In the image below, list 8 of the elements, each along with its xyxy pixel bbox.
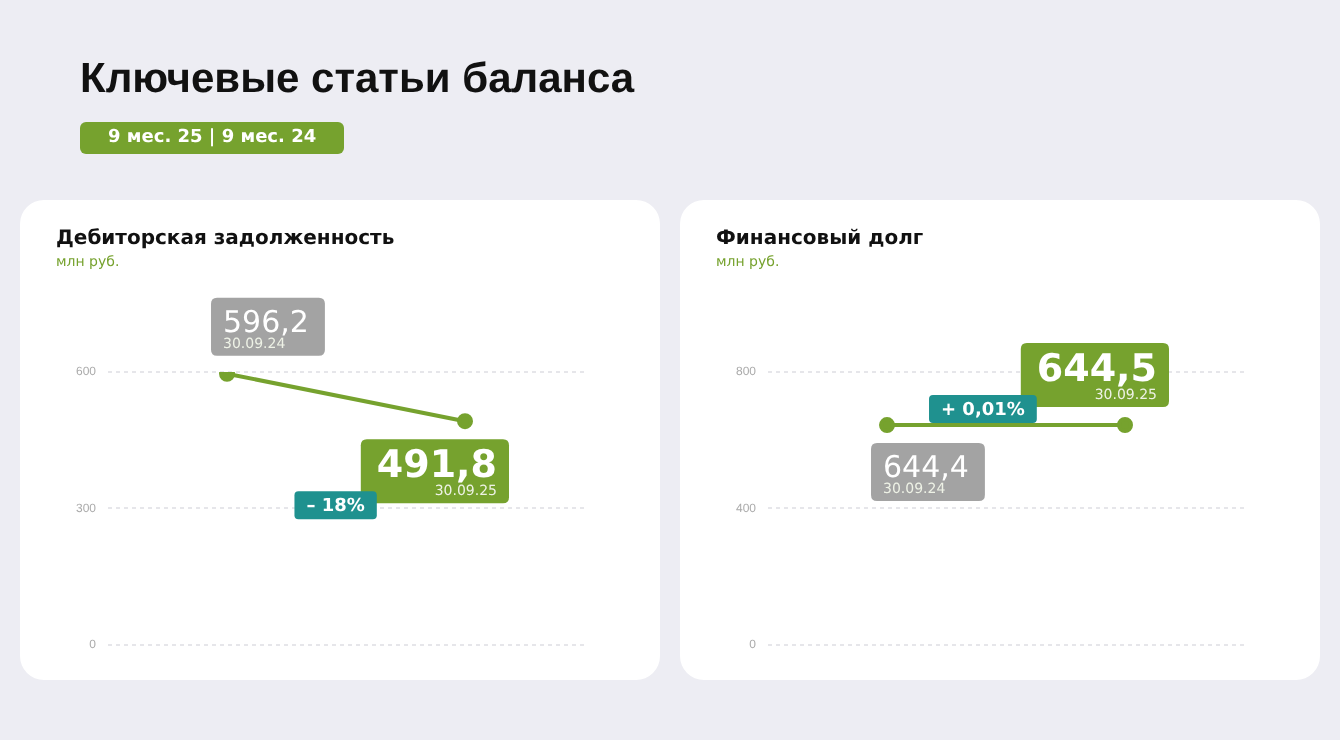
text: Ключевые статьи баланса <box>80 56 635 104</box>
data-label: 644,4 <box>883 449 969 486</box>
annotation: + 0,01% <box>941 400 1025 421</box>
chart-title: Дебиторская задолженность <box>56 228 395 250</box>
chart-title: Финансовый долг <box>716 228 924 250</box>
annotation: – 18% <box>306 496 365 517</box>
text: 9 мес. 25 | 9 мес. 24 <box>80 122 345 154</box>
data-label: 596,2 <box>223 303 309 340</box>
